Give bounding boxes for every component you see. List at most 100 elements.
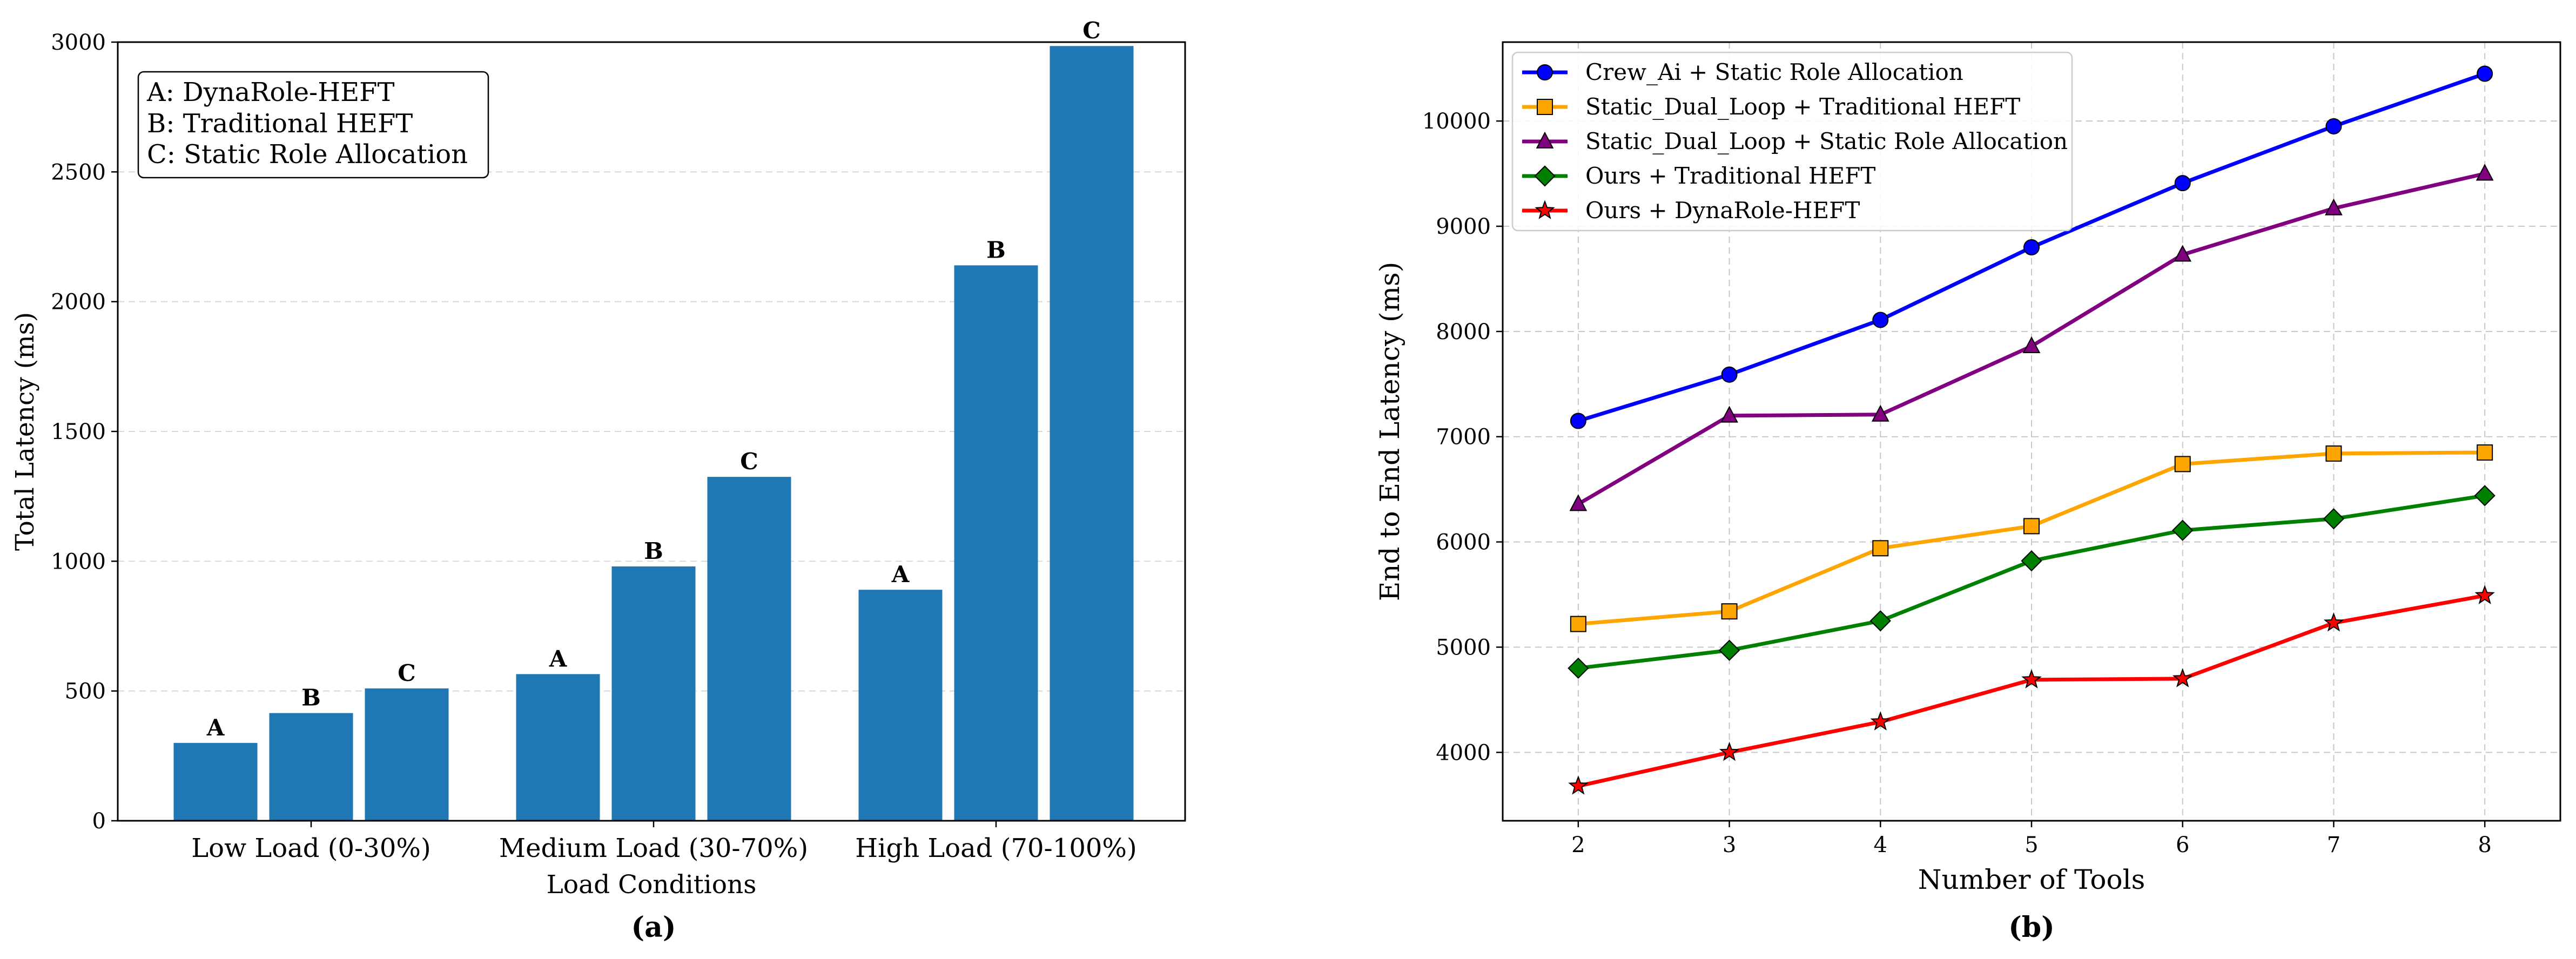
y-axis-label: Total Latency (ms) [10, 312, 40, 551]
data-point-3 [2476, 164, 2494, 181]
legend-line-c: C: Static Role Allocation [147, 139, 468, 170]
data-point-1 [2477, 65, 2493, 82]
legend-entry: Ours + Traditional HEFT [1585, 163, 1875, 189]
data-point-3 [1569, 494, 1588, 511]
legend-entry: Crew_Ai + Static Role Allocation [1585, 59, 1963, 85]
bar-label: C [1082, 17, 1100, 44]
legend-frame [1511, 51, 2073, 232]
x-axis-label: Number of Tools [1918, 864, 2145, 895]
data-point-4 [2172, 519, 2194, 541]
data-point-4 [1869, 610, 1891, 632]
data-point-2 [1721, 603, 1738, 620]
bar-label: B [986, 237, 1006, 263]
series-markers [1568, 65, 2496, 795]
x-tick-label: Medium Load (30-70%) [499, 833, 808, 863]
data-point-4 [1568, 657, 1589, 679]
data-point-3 [1871, 404, 1889, 422]
y-tick-label: 5000 [1436, 635, 1491, 660]
x-tick-label: 3 [1723, 833, 1736, 857]
y-ticks: 4000 5000 6000 7000 8000 9000 10000 [1422, 109, 1503, 765]
bar-b [269, 713, 353, 821]
legend-swatch-marker [1537, 64, 1553, 80]
y-tick-label: 1500 [51, 420, 106, 444]
bar-a [516, 674, 600, 821]
data-point-5 [1870, 711, 1891, 731]
y-tick-label: 6000 [1436, 530, 1491, 555]
data-point-2 [2477, 444, 2493, 461]
data-point-3 [2022, 336, 2041, 354]
bar-a [858, 590, 943, 821]
y-tick-label: 4000 [1436, 740, 1491, 765]
x-axis-label: Load Conditions [547, 870, 757, 900]
y-tick-label: 2000 [51, 290, 106, 315]
legend-entry: Static_Dual_Loop + Static Role Allocatio… [1585, 128, 2068, 154]
bar-label: A [206, 714, 225, 741]
legend-swatch-marker [1534, 165, 1556, 187]
bar-label: B [644, 538, 663, 564]
legend-swatch-marker [1537, 99, 1553, 115]
bar-label: C [398, 660, 415, 686]
data-point-5 [1568, 775, 1589, 795]
data-point-2 [1872, 540, 1889, 557]
data-point-2 [1570, 616, 1586, 632]
bar-labels: A B C A B C A B C [206, 17, 1101, 741]
data-point-2 [2325, 445, 2342, 462]
legend-entry: Ours + DynaRole-HEFT [1585, 197, 1860, 224]
legend-swatch-marker [1535, 200, 1555, 219]
x-ticks: 2 3 4 5 6 7 8 [1571, 821, 2492, 857]
data-point-3 [2325, 198, 2343, 215]
y-ticks: 0 500 1000 1500 2000 2500 3000 [51, 30, 118, 834]
data-point-5 [2172, 668, 2193, 687]
x-tick-label: Low Load (0-30%) [191, 833, 431, 863]
x-tick-label: 7 [2327, 833, 2340, 857]
legend: Crew_Ai + Static Role Allocation Static_D… [1511, 51, 2073, 232]
legend-line-b: B: Traditional HEFT [147, 109, 413, 139]
data-point-1 [2174, 175, 2191, 192]
x-tick-label: 4 [1874, 833, 1887, 857]
bars [173, 46, 1134, 821]
x-ticks: Low Load (0-30%) Medium Load (30-70%) High… [191, 821, 1137, 863]
y-axis-label: End to End Latency (ms) [1374, 262, 1405, 601]
data-point-5 [1719, 741, 1740, 761]
legend-entry: Static_Dual_Loop + Traditional HEFT [1585, 93, 2020, 120]
y-tick-label: 2500 [51, 160, 106, 185]
data-point-2 [2174, 456, 2191, 472]
y-tick-label: 500 [65, 679, 106, 704]
x-tick-label: High Load (70-100%) [855, 833, 1136, 863]
data-point-5 [2323, 612, 2344, 632]
panel-label: (a) [631, 911, 676, 944]
bar-label: B [301, 685, 321, 711]
data-point-1 [2325, 118, 2342, 134]
bar-b [611, 566, 696, 821]
bar-label: A [891, 561, 910, 587]
data-point-4 [2323, 508, 2345, 530]
x-tick-label: 8 [2478, 833, 2491, 857]
bar-c [1050, 46, 1134, 821]
bar-c [707, 477, 791, 821]
bar-b [954, 265, 1038, 821]
data-point-5 [2021, 669, 2042, 688]
legend-swatch-marker [1536, 131, 1554, 148]
legend-box: A: DynaRole-HEFT B: Traditional HEFT C: … [137, 71, 489, 179]
data-point-1 [2023, 239, 2040, 255]
bar-chart-panel: A B C A B C A B C 0 500 1000 1500 2000 2500 3000 Low L… [10, 17, 1186, 944]
y-tick-label: 0 [92, 809, 106, 834]
data-point-3 [2174, 245, 2192, 262]
bar-label: A [549, 645, 568, 672]
x-tick-label: 2 [1571, 833, 1585, 857]
y-tick-label: 8000 [1436, 320, 1491, 345]
panel-label: (b) [2008, 911, 2055, 944]
data-point-4 [2474, 485, 2496, 506]
y-tick-label: 1000 [51, 549, 106, 574]
bar-a [173, 742, 258, 821]
x-tick-label: 6 [2176, 833, 2189, 857]
legend-frame [137, 71, 489, 179]
y-tick-label: 9000 [1436, 214, 1491, 239]
data-point-4 [1718, 639, 1740, 661]
y-tick-label: 7000 [1436, 425, 1491, 450]
y-tick-label: 10000 [1422, 109, 1491, 134]
bar-c [365, 688, 449, 821]
data-point-1 [1721, 366, 1738, 383]
data-point-4 [2021, 550, 2042, 572]
